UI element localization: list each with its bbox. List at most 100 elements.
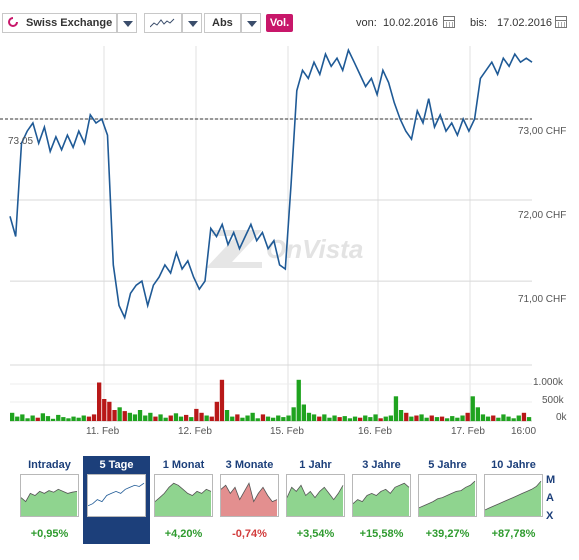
volume-bar bbox=[163, 417, 168, 421]
period-tab-3-jahre[interactable]: 3 Jahre +15,58% bbox=[348, 456, 415, 544]
period-change-value: +4,20% bbox=[164, 528, 203, 540]
volume-bar bbox=[352, 416, 358, 421]
volume-bar bbox=[148, 412, 153, 422]
volume-bar bbox=[496, 417, 501, 421]
to-calendar-icon[interactable] bbox=[555, 16, 567, 28]
period-tab-10-jahre[interactable]: 10 Jahre +87,78% bbox=[480, 456, 547, 544]
from-label: von: bbox=[356, 17, 377, 29]
volume-bar bbox=[10, 412, 15, 422]
period-thumbnail-line bbox=[88, 482, 145, 507]
period-tab-5-jahre[interactable]: 5 Jahre +39,27% bbox=[414, 456, 481, 544]
exchange-dropdown-button[interactable] bbox=[117, 13, 137, 33]
volume-bar bbox=[132, 414, 138, 421]
volume-bar bbox=[445, 418, 450, 422]
volume-bar bbox=[460, 415, 465, 421]
volume-bar bbox=[56, 414, 61, 421]
chart-type-select[interactable] bbox=[144, 13, 182, 33]
period-thumbnail-area bbox=[155, 483, 211, 516]
onvista-watermark: OnVista bbox=[206, 230, 363, 268]
to-label: bis: bbox=[470, 17, 488, 29]
x-tick-15-feb: 15. Feb bbox=[270, 426, 304, 437]
volume-bar bbox=[224, 410, 230, 421]
volume-bar bbox=[173, 413, 179, 421]
period-tab-3-monate[interactable]: 3 Monate -0,74% bbox=[216, 456, 283, 544]
from-date[interactable]: 10.02.2016 bbox=[383, 17, 439, 29]
scale-label: Abs bbox=[212, 17, 233, 29]
volume-bar bbox=[480, 414, 486, 421]
period-thumbnail-area bbox=[21, 489, 77, 516]
period-thumbnail-line bbox=[419, 480, 476, 509]
volume-bar bbox=[255, 418, 260, 422]
scale-select[interactable]: Abs bbox=[204, 13, 241, 33]
price-series-line bbox=[9, 47, 533, 321]
volume-bar bbox=[337, 417, 342, 421]
volume-bar bbox=[15, 416, 20, 421]
period-thumbnail-line bbox=[221, 482, 278, 503]
period-tab-label: 1 Jahr bbox=[299, 459, 332, 471]
volume-toggle-button[interactable]: Vol. bbox=[266, 14, 293, 32]
volume-bar bbox=[429, 415, 434, 421]
volume-bar bbox=[245, 415, 250, 421]
period-thumbnail-line bbox=[21, 488, 78, 503]
volume-bar bbox=[61, 417, 66, 421]
volume-bar bbox=[317, 416, 322, 421]
period-thumbnail bbox=[352, 474, 411, 517]
volume-bar bbox=[219, 379, 225, 422]
volume-bar bbox=[475, 407, 480, 422]
period-tab-label: 3 Jahre bbox=[362, 459, 401, 471]
period-tab-label: Intraday bbox=[28, 459, 71, 471]
chart-type-dropdown-button[interactable] bbox=[182, 13, 202, 33]
period-change-value: +39,27% bbox=[425, 528, 470, 540]
volume-bar bbox=[368, 417, 373, 421]
period-thumbnail bbox=[87, 474, 146, 517]
period-thumbnail-area bbox=[287, 485, 343, 516]
volume-bar bbox=[485, 416, 491, 421]
from-calendar-icon[interactable] bbox=[443, 16, 455, 28]
volume-bar bbox=[45, 416, 51, 422]
period-tab-5-tage[interactable]: 5 Tage bbox=[83, 456, 150, 544]
volume-bar bbox=[526, 417, 532, 421]
volume-bar bbox=[204, 415, 209, 421]
scale-dropdown-button[interactable] bbox=[241, 13, 261, 33]
volume-tick-1000k: 1.000k bbox=[533, 377, 564, 388]
volume-bar bbox=[347, 418, 353, 422]
volume-bar bbox=[301, 404, 306, 421]
exchange-select[interactable]: Swiss Exchange bbox=[2, 13, 117, 33]
volume-bar bbox=[240, 417, 245, 421]
period-tab-1-jahr[interactable]: 1 Jahr +3,54% bbox=[282, 456, 349, 544]
volume-tick-500k: 500k bbox=[542, 395, 564, 406]
period-thumbnail bbox=[220, 474, 279, 517]
volume-bar bbox=[189, 417, 194, 421]
volume-bar bbox=[363, 415, 368, 421]
volume-bar bbox=[271, 417, 276, 421]
period-thumbnail-area bbox=[485, 481, 541, 516]
period-tab-label: 5 Jahre bbox=[428, 459, 467, 471]
volume-bar bbox=[168, 415, 173, 421]
to-date[interactable]: 17.02.2016 bbox=[497, 17, 553, 29]
volume-bar bbox=[199, 412, 204, 422]
x-tick-17-feb: 17. Feb bbox=[451, 426, 485, 437]
period-tab-label: 1 Monat bbox=[162, 459, 205, 471]
volume-bar bbox=[383, 416, 388, 421]
volume-bar bbox=[178, 416, 184, 421]
volume-bar bbox=[35, 417, 40, 421]
volume-bar bbox=[97, 382, 102, 421]
volume-bar bbox=[260, 414, 266, 421]
volume-bar bbox=[419, 414, 424, 421]
period-tab-1-monat[interactable]: 1 Monat +4,20% bbox=[150, 456, 217, 544]
volume-bar bbox=[393, 396, 399, 422]
max-label-x[interactable]: X bbox=[546, 510, 554, 522]
period-thumbnail-area bbox=[88, 483, 144, 516]
period-tab-intraday[interactable]: Intraday +0,95% bbox=[16, 456, 83, 544]
volume-bar bbox=[516, 415, 521, 421]
volume-bar bbox=[378, 418, 383, 422]
exchange-label: Swiss Exchange bbox=[26, 17, 113, 29]
max-label-m[interactable]: M bbox=[546, 474, 556, 486]
volume-bar bbox=[450, 416, 455, 422]
volume-bar bbox=[306, 412, 312, 422]
volume-bar bbox=[102, 399, 107, 421]
x-tick-1600: 16:00 bbox=[511, 426, 537, 437]
volume-bar bbox=[455, 417, 460, 421]
volume-bar bbox=[439, 416, 445, 421]
max-label-a[interactable]: A bbox=[546, 492, 554, 504]
